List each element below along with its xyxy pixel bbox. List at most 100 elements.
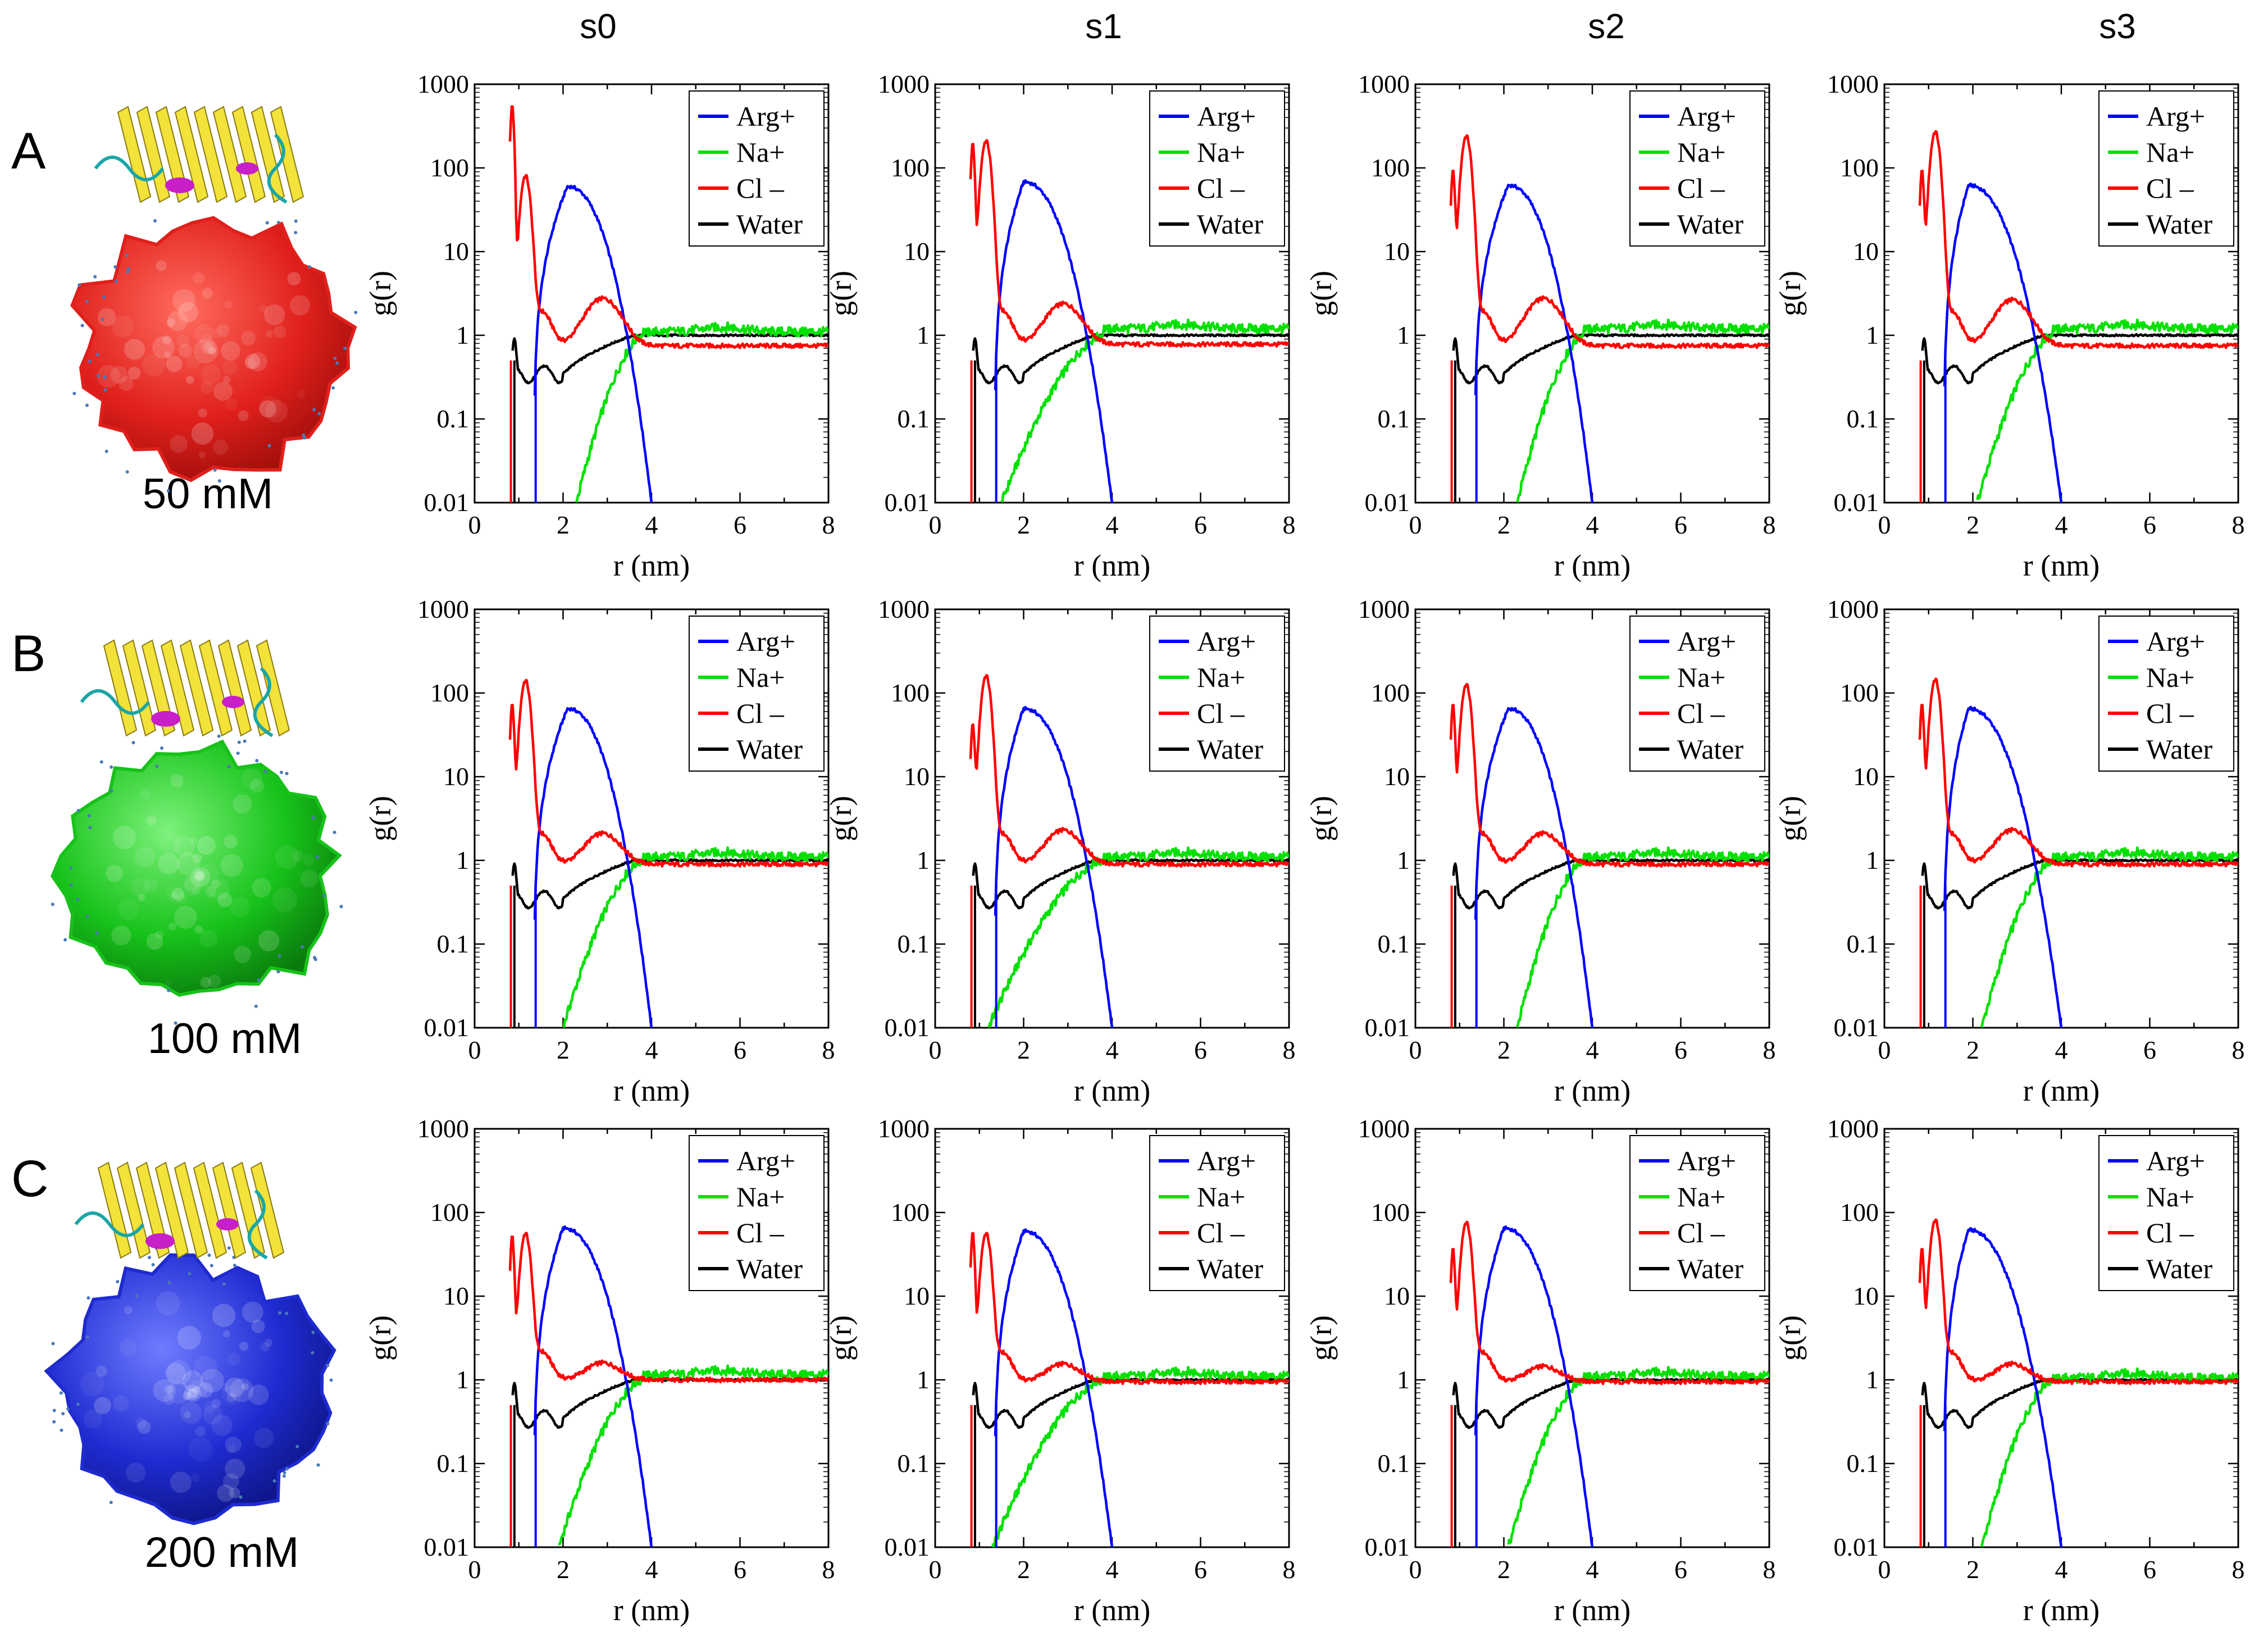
- legend: Arg+ Na+ Cl – Water: [689, 616, 825, 772]
- x-tick-label: 6: [2143, 510, 2156, 539]
- surface-highlight: [220, 854, 243, 877]
- beta-strand: [270, 106, 304, 203]
- series-line-arg: [1474, 183, 1594, 503]
- solvent-atom: [109, 1501, 113, 1505]
- series-line-water: [1452, 333, 1769, 385]
- chart-panel-B-s2: 0.01 0.1 1 10 100 1000 0 2 4 6 8 r (nm) g(r) Arg+ Na+ C…: [1304, 595, 1776, 1107]
- x-tick-label: 0: [1878, 510, 1891, 539]
- x-tick-label: 4: [1586, 1555, 1599, 1584]
- solvent-atom: [85, 299, 89, 303]
- surface-highlight: [227, 1352, 241, 1366]
- y-tick-label: 100: [891, 678, 930, 707]
- solvent-atom: [312, 816, 316, 820]
- surface-highlight: [155, 930, 164, 939]
- y-tick-label: 0.01: [885, 488, 930, 517]
- solvent-atom: [103, 388, 107, 392]
- surface-highlight: [217, 1484, 234, 1502]
- legend-label: Cl –: [1677, 172, 1725, 204]
- surface-highlight: [144, 878, 158, 892]
- series-line-cl: [1449, 134, 1769, 349]
- solvent-atom: [308, 265, 312, 269]
- x-tick-label: 6: [2143, 1555, 2156, 1584]
- surface-highlight: [140, 788, 151, 800]
- solvent-atom: [335, 361, 339, 365]
- solvent-atom: [63, 938, 67, 942]
- legend: Arg+ Na+ Cl – Water: [1629, 1135, 1765, 1291]
- protein-ribbon: [80, 639, 290, 737]
- x-tick-label: 2: [1966, 510, 1979, 539]
- surface-highlight: [222, 1385, 242, 1406]
- y-tick-label: 10: [443, 237, 469, 266]
- surface-highlight: [184, 1384, 202, 1402]
- x-tick-label: 2: [1017, 1555, 1030, 1584]
- solvent-atom: [69, 883, 73, 887]
- surface-highlight: [146, 815, 157, 826]
- surface-highlight: [211, 879, 220, 888]
- surface-highlight: [265, 1339, 273, 1347]
- surface-highlight: [97, 308, 116, 326]
- solvent-atom: [76, 1402, 80, 1406]
- solvent-atom: [155, 764, 159, 768]
- solvent-atom: [85, 403, 89, 407]
- series-line-arg: [994, 705, 1114, 1028]
- helix-segment: [236, 162, 258, 175]
- x-tick-label: 0: [1878, 1555, 1891, 1584]
- solvent-atom: [311, 1351, 315, 1355]
- surface-highlight: [185, 355, 200, 370]
- surface-highlight: [176, 892, 187, 904]
- surface-highlight: [203, 1401, 216, 1414]
- surface-highlight: [217, 892, 233, 908]
- surface-highlight: [174, 905, 197, 929]
- series-group: [1918, 1218, 2238, 1547]
- surface-highlight: [272, 887, 297, 913]
- y-tick-label: 1000: [1358, 1114, 1410, 1143]
- surface-highlight: [127, 367, 141, 380]
- surface-highlight: [95, 1365, 107, 1377]
- surface-highlight: [165, 1363, 186, 1384]
- y-tick-label: 0.1: [1847, 1449, 1879, 1478]
- y-tick-label: 10: [904, 237, 930, 266]
- legend-label: Arg+: [1197, 101, 1256, 132]
- surface-highlight: [167, 311, 188, 331]
- surface-highlight: [156, 1291, 180, 1316]
- surface-highlight: [170, 1471, 192, 1493]
- series-line-na: [1976, 318, 2238, 500]
- surface-highlight: [166, 885, 184, 903]
- y-axis-label: g(r): [824, 796, 858, 841]
- solvent-atom: [110, 765, 113, 769]
- solvent-atom: [76, 809, 80, 813]
- legend-label: Cl –: [736, 698, 785, 729]
- x-tick-label: 0: [929, 510, 942, 539]
- surface-highlight: [265, 399, 288, 423]
- surface-highlight: [165, 1385, 174, 1394]
- solvent-atom: [116, 1280, 120, 1284]
- legend-label: Arg+: [736, 626, 795, 657]
- surface-highlight: [208, 347, 216, 355]
- chart-panel-C-s0: 0.01 0.1 1 10 100 1000 0 2 4 6 8 r (nm) g(r) Arg+ Na+ C…: [363, 1114, 835, 1627]
- surface-highlight: [222, 359, 238, 375]
- solvent-atom: [95, 353, 99, 357]
- y-tick-label: 0.01: [1834, 1013, 1879, 1042]
- x-axis-label: r (nm): [1554, 1593, 1631, 1627]
- solvent-atom: [227, 765, 231, 769]
- legend-label: Water: [2146, 208, 2212, 240]
- solvent-atom: [51, 1342, 55, 1346]
- solvent-atom: [267, 444, 271, 448]
- surface-highlight: [203, 1405, 222, 1425]
- surface-highlight: [234, 946, 251, 963]
- solvent-atom: [110, 789, 113, 793]
- x-tick-label: 6: [1194, 1555, 1207, 1584]
- surface-highlight: [227, 1393, 236, 1402]
- surface-highlight: [242, 1383, 249, 1391]
- solvent-atom: [243, 739, 247, 743]
- surface-highlight: [202, 288, 213, 299]
- column-header-s2: s2: [1588, 7, 1624, 46]
- solvent-atom: [76, 897, 80, 901]
- solvent-atom: [99, 760, 103, 764]
- series-line-arg: [994, 1228, 1114, 1547]
- series-line-na: [1980, 846, 2238, 1028]
- column-headers: s0 s1 s2 s3: [580, 7, 2135, 46]
- x-tick-label: 6: [1194, 1036, 1207, 1064]
- surface-highlight: [224, 835, 238, 849]
- x-tick-label: 2: [1497, 1555, 1510, 1584]
